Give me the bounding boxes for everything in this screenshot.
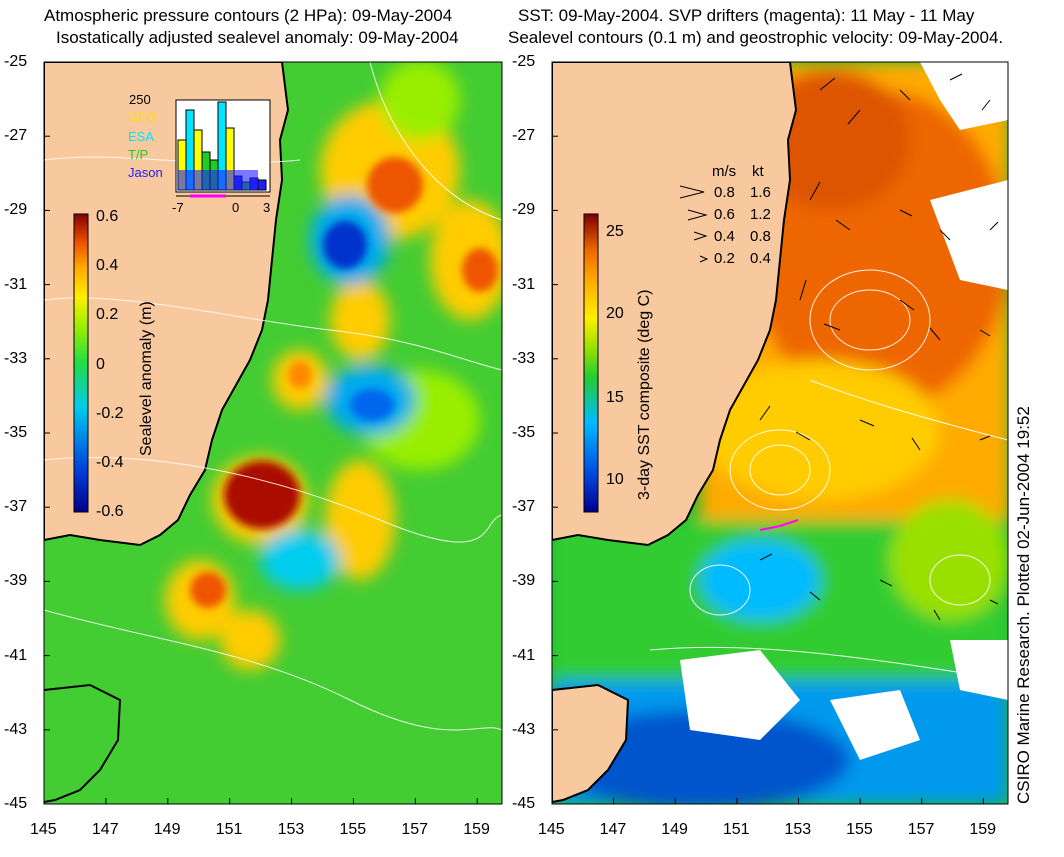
y-tick-label: -35 — [512, 424, 536, 441]
right-cb-tick: 20 — [606, 305, 624, 322]
y-tick-label: -45 — [4, 795, 28, 812]
left-colorbar-label: Sealevel anomaly (m) — [138, 301, 155, 456]
x-tick-label: 145 — [538, 821, 565, 838]
right-title-line2: Sealevel contours (0.1 m) and geostrophi… — [508, 28, 1004, 47]
right-cb-tick: 15 — [606, 389, 624, 406]
right-title-line1: SST: 09-May-2004. SVP drifters (magenta)… — [518, 6, 975, 25]
speed-legend-ms: 0.4 — [714, 228, 735, 245]
speed-legend-arrows — [679, 185, 709, 263]
x-tick-label: 151 — [215, 821, 243, 838]
left-colorbar — [73, 213, 89, 513]
left-cb-tick: 0.6 — [96, 208, 119, 225]
left-cb-tick: 0 — [96, 356, 105, 373]
svp-drifter-track — [759, 519, 799, 531]
y-tick-label: -41 — [4, 646, 28, 664]
x-tick-label: 157 — [907, 821, 935, 838]
right-cb-tick: 10 — [606, 471, 624, 488]
y-tick-label: -25 — [512, 53, 536, 70]
right-map — [552, 62, 1008, 804]
x-tick-label: 151 — [722, 821, 750, 838]
speed-legend-ms: 0.6 — [714, 206, 735, 223]
y-tick-label: -37 — [4, 498, 28, 516]
y-tick-label: -29 — [4, 201, 28, 219]
inset-x-tick: -7 — [172, 200, 184, 215]
left-cb-tick: 0.2 — [96, 306, 119, 323]
y-tick-label: -35 — [4, 424, 28, 441]
x-tick-label: 155 — [846, 821, 873, 838]
speed-legend-header-kt: kt — [752, 163, 764, 180]
x-tick-label: 153 — [784, 821, 812, 838]
x-tick-label: 153 — [277, 821, 305, 838]
inset-x-tick: 0 — [232, 200, 240, 215]
y-tick-label: -33 — [4, 349, 28, 367]
y-tick-label: -33 — [512, 349, 536, 367]
australia-land-right — [552, 62, 798, 547]
speed-legend-kt: 1.6 — [750, 184, 771, 201]
speed-legend-kt: 0.8 — [750, 228, 771, 245]
credit-text: CSIRO Marine Research. Plotted 02-Jun-20… — [1014, 406, 1033, 804]
x-tick-label: 159 — [463, 821, 490, 838]
inset-legend-jason: Jason — [128, 165, 163, 180]
y-tick-label: -31 — [4, 275, 28, 293]
x-tick-label: 147 — [599, 821, 627, 838]
speed-legend-header-ms: m/s — [712, 163, 737, 180]
y-tick-label: -29 — [512, 201, 536, 219]
left-title-line2: Isostatically adjusted sealevel anomaly:… — [56, 28, 459, 47]
geostrophic-velocity-arrows — [759, 73, 999, 621]
y-tick-label: -25 — [4, 53, 28, 70]
x-tick-label: 147 — [91, 821, 119, 838]
speed-legend-kt: 1.2 — [750, 206, 771, 223]
inset-ymax-label: 250 — [129, 92, 151, 107]
x-tick-label: 159 — [969, 821, 997, 838]
x-tick-label: 155 — [339, 821, 367, 838]
inset-x-tick: 3 — [263, 200, 271, 215]
inset-legend-esa: ESA — [128, 129, 155, 144]
inset-legend-gfo: GFO — [128, 110, 157, 125]
x-tick-label: 149 — [661, 821, 688, 838]
speed-legend-kt: 0.4 — [750, 250, 771, 267]
y-tick-label: -31 — [512, 275, 536, 293]
right-colorbar — [583, 213, 599, 513]
y-tick-label: -37 — [512, 498, 536, 516]
left-title-line1: Atmospheric pressure contours (2 HPa): 0… — [44, 6, 453, 25]
y-tick-label: -27 — [512, 127, 536, 145]
speed-legend-ms: 0.8 — [714, 184, 735, 201]
sealevel-contours — [649, 269, 1008, 681]
x-tick-label: 157 — [401, 821, 429, 838]
cloud-gaps — [680, 62, 1008, 760]
x-tick-label: 149 — [153, 821, 181, 838]
sst-field — [552, 62, 1008, 804]
y-tick-label: -39 — [4, 572, 28, 590]
left-map — [44, 62, 502, 804]
right-colorbar-label: 3-day SST composite (deg C) — [636, 289, 653, 500]
left-cb-tick: -0.6 — [96, 503, 124, 520]
left-cb-tick: -0.2 — [96, 405, 124, 422]
y-tick-label: -39 — [512, 572, 536, 590]
altimeter-inset — [175, 99, 271, 198]
y-tick-label: -43 — [4, 720, 28, 738]
tasmania-land — [44, 685, 120, 802]
y-tick-label: -43 — [512, 720, 536, 738]
speed-legend-ms: 0.2 — [714, 250, 735, 267]
y-tick-label: -45 — [512, 795, 536, 812]
left-cb-tick: 0.4 — [96, 257, 119, 274]
left-cb-tick: -0.4 — [96, 454, 124, 471]
inset-legend-tp: T/P — [128, 147, 149, 162]
x-tick-label: 145 — [30, 821, 57, 838]
y-tick-label: -41 — [512, 646, 536, 664]
right-cb-tick: 25 — [606, 223, 624, 240]
y-tick-label: -27 — [4, 127, 28, 145]
